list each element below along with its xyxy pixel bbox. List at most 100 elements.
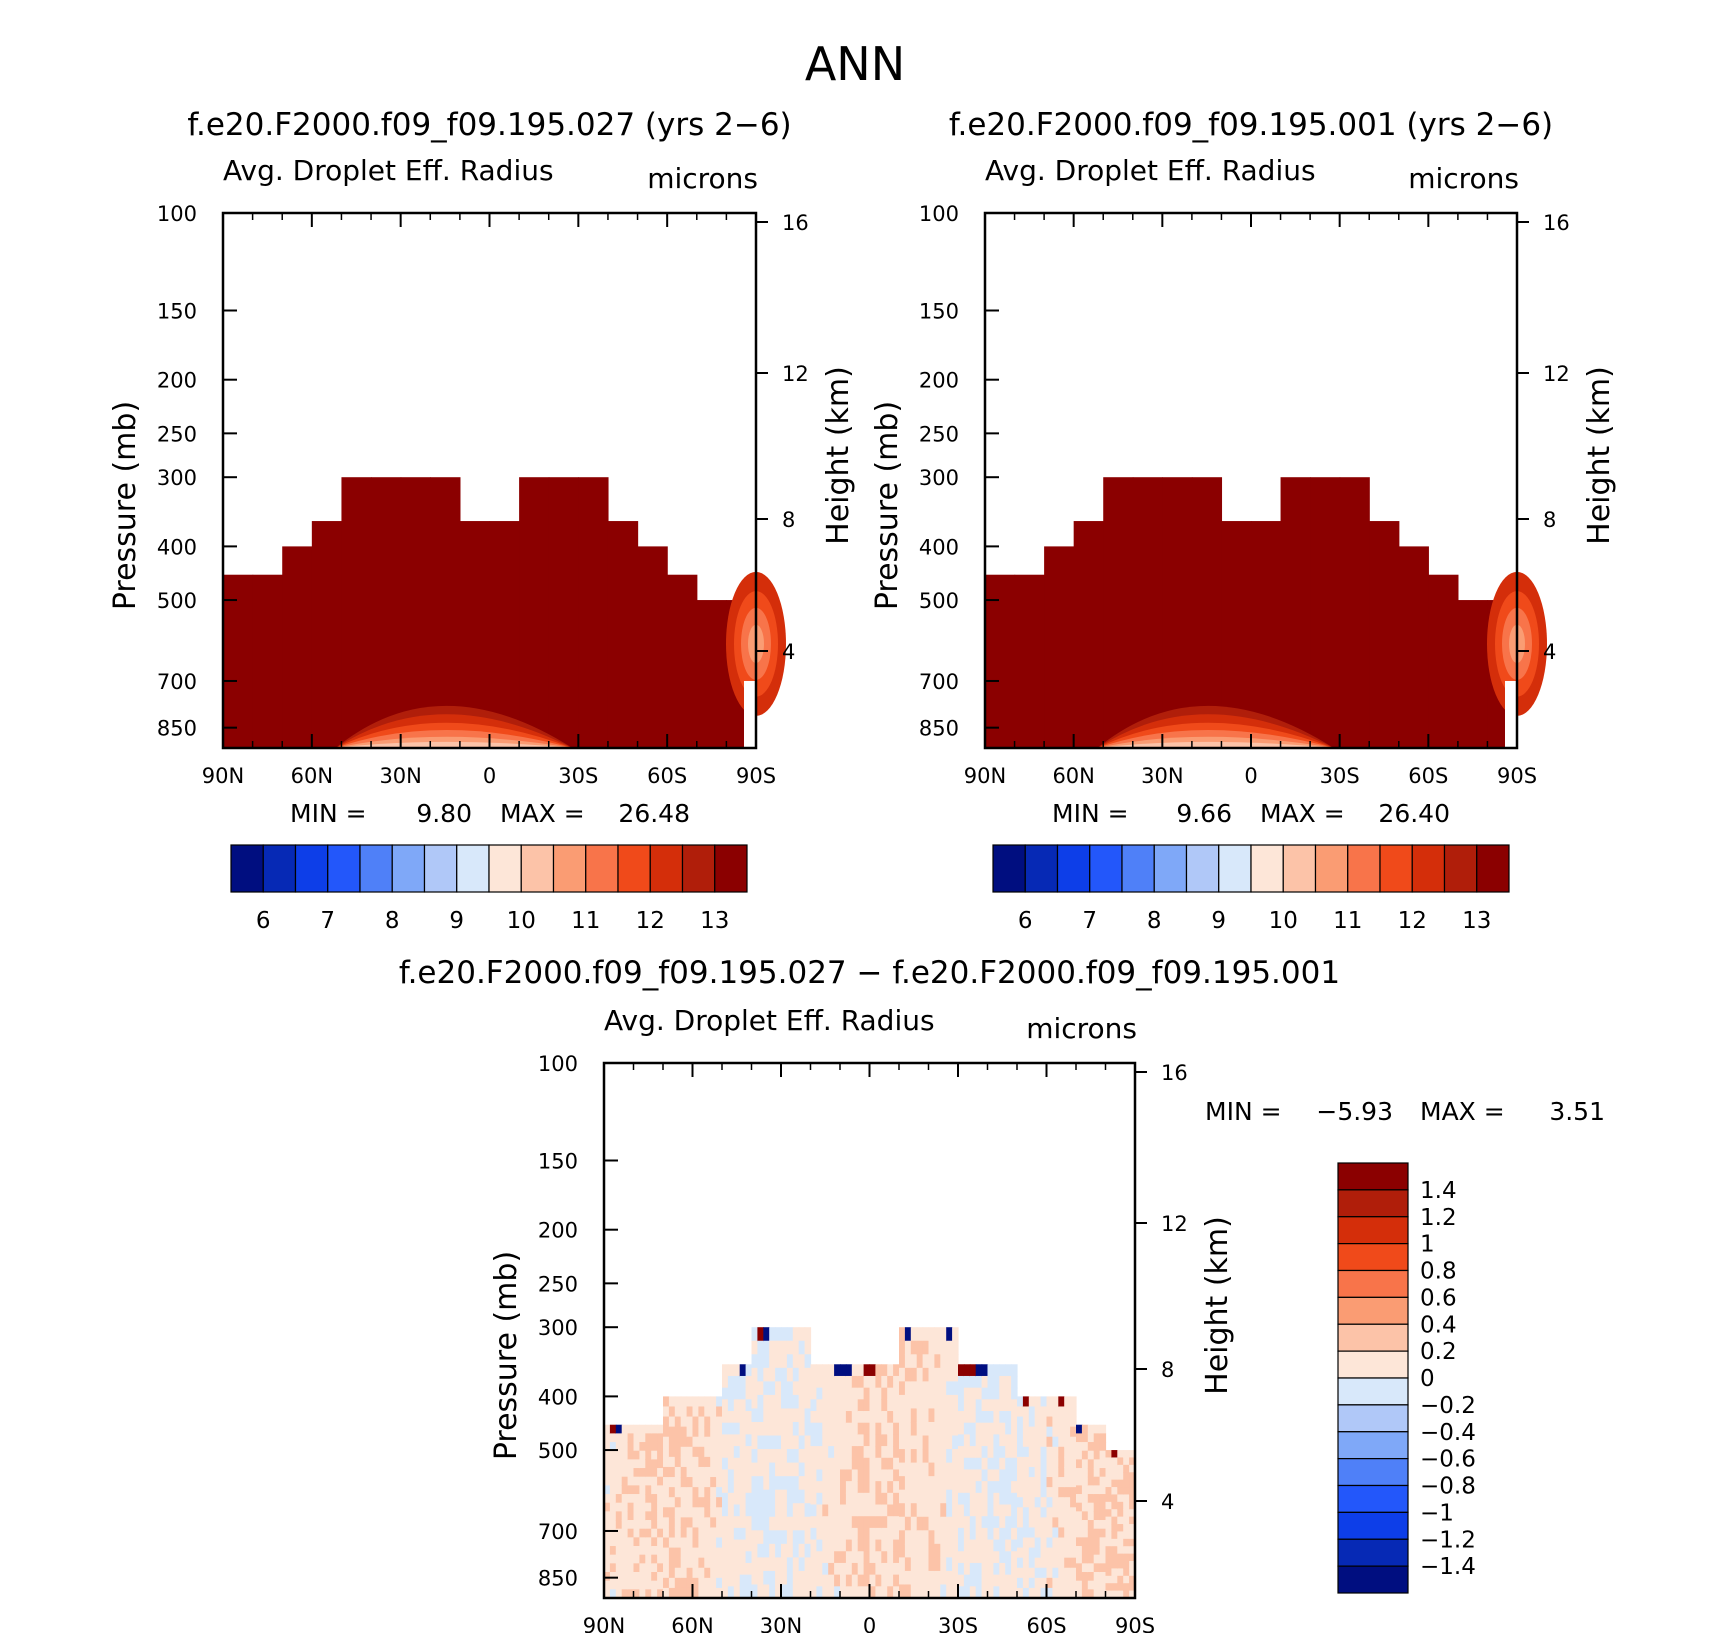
difference-cell <box>1081 1537 1089 1547</box>
difference-cell <box>609 1572 617 1582</box>
difference-cell <box>1017 1577 1024 1589</box>
difference-cell <box>1081 1450 1089 1460</box>
difference-cell <box>710 1456 717 1468</box>
difference-cell <box>1081 1459 1089 1469</box>
difference-cell <box>946 1435 953 1450</box>
difference-cell <box>763 1435 770 1450</box>
difference-cell <box>1005 1387 1012 1400</box>
difference-cell <box>668 1477 676 1488</box>
difference-cell <box>1028 1577 1036 1589</box>
difference-cell <box>1011 1574 1018 1587</box>
difference-cell <box>1017 1477 1024 1488</box>
difference-cell <box>987 1411 994 1424</box>
difference-cell <box>733 1387 741 1400</box>
difference-cell <box>804 1340 812 1355</box>
difference-cell <box>657 1537 664 1547</box>
difference-cell <box>1052 1497 1059 1508</box>
difference-cell <box>663 1557 670 1569</box>
difference-cell <box>621 1502 629 1512</box>
difference-cell <box>757 1462 764 1477</box>
difference-cell <box>757 1476 764 1491</box>
difference-cell <box>1105 1457 1112 1466</box>
difference-cell <box>869 1399 876 1412</box>
difference-cell <box>952 1354 959 1369</box>
difference-cell <box>657 1494 664 1504</box>
difference-cell <box>674 1577 682 1589</box>
difference-cell <box>952 1367 959 1382</box>
difference-cell <box>798 1354 806 1369</box>
difference-cell <box>840 1364 847 1377</box>
units-label: microns <box>1408 162 1519 195</box>
difference-cell <box>804 1435 812 1450</box>
difference-cell <box>745 1586 753 1599</box>
difference-cell <box>904 1394 912 1410</box>
difference-cell <box>1093 1537 1101 1547</box>
difference-cell <box>1058 1577 1065 1589</box>
difference-cell <box>869 1434 876 1447</box>
difference-cell <box>615 1494 623 1504</box>
difference-cell <box>904 1584 912 1599</box>
colorbar-label: 12 <box>1398 908 1427 934</box>
difference-cell <box>710 1567 717 1579</box>
difference-cell <box>963 1469 971 1482</box>
difference-cell <box>1040 1436 1048 1448</box>
difference-cell <box>633 1554 640 1564</box>
difference-cell <box>1064 1567 1071 1579</box>
difference-cell <box>668 1406 676 1418</box>
x-tick-label: 60S <box>1026 1614 1066 1633</box>
difference-cell <box>922 1489 930 1504</box>
colorbar-box <box>1476 844 1510 893</box>
max-value: 26.40 <box>1378 799 1450 828</box>
difference-cell <box>775 1489 782 1504</box>
difference-cell <box>698 1497 705 1508</box>
difference-cell <box>651 1476 658 1486</box>
difference-cell <box>934 1340 941 1355</box>
difference-cell <box>958 1399 965 1412</box>
difference-cell <box>751 1476 758 1491</box>
difference-cell <box>1011 1516 1018 1529</box>
difference-cell <box>1034 1557 1042 1569</box>
difference-cell <box>604 1546 611 1556</box>
difference-cell <box>934 1489 941 1504</box>
difference-cell <box>881 1492 888 1506</box>
difference-cell <box>745 1481 753 1494</box>
difference-cell <box>745 1411 753 1424</box>
difference-cell <box>822 1387 829 1400</box>
difference-cell <box>757 1530 764 1545</box>
difference-cell <box>969 1387 977 1400</box>
colorbar-label: 0.8 <box>1420 1259 1457 1285</box>
difference-cell <box>887 1434 894 1447</box>
difference-cell <box>851 1469 859 1482</box>
difference-cell <box>604 1476 611 1486</box>
difference-cell <box>875 1504 882 1517</box>
difference-cell <box>1070 1557 1077 1569</box>
cloud-column <box>1044 546 1075 748</box>
difference-cell <box>1105 1501 1112 1510</box>
x-tick-label: 90N <box>202 764 244 788</box>
colorbar-box <box>1337 1350 1409 1379</box>
difference-cell <box>786 1476 794 1491</box>
difference-cell <box>810 1492 817 1506</box>
difference-cell <box>686 1466 694 1478</box>
difference-cell <box>1099 1485 1107 1495</box>
difference-cell <box>645 1494 652 1504</box>
difference-cell <box>834 1446 841 1459</box>
difference-cell <box>692 1587 699 1599</box>
difference-cell <box>769 1354 776 1369</box>
difference-cell <box>609 1459 617 1469</box>
difference-cell <box>633 1494 640 1504</box>
difference-cell <box>1022 1507 1030 1518</box>
difference-cell <box>704 1466 711 1478</box>
difference-cell <box>745 1562 753 1576</box>
difference-cell <box>893 1551 900 1564</box>
difference-cell <box>804 1584 812 1599</box>
difference-cell <box>627 1494 635 1504</box>
difference-cell <box>1064 1507 1071 1518</box>
difference-cell <box>645 1589 652 1599</box>
difference-cell <box>775 1340 782 1355</box>
difference-cell <box>686 1577 694 1589</box>
difference-cell <box>751 1421 758 1437</box>
difference-cell <box>763 1381 770 1396</box>
difference-cell <box>657 1502 664 1512</box>
difference-cell <box>851 1574 859 1587</box>
